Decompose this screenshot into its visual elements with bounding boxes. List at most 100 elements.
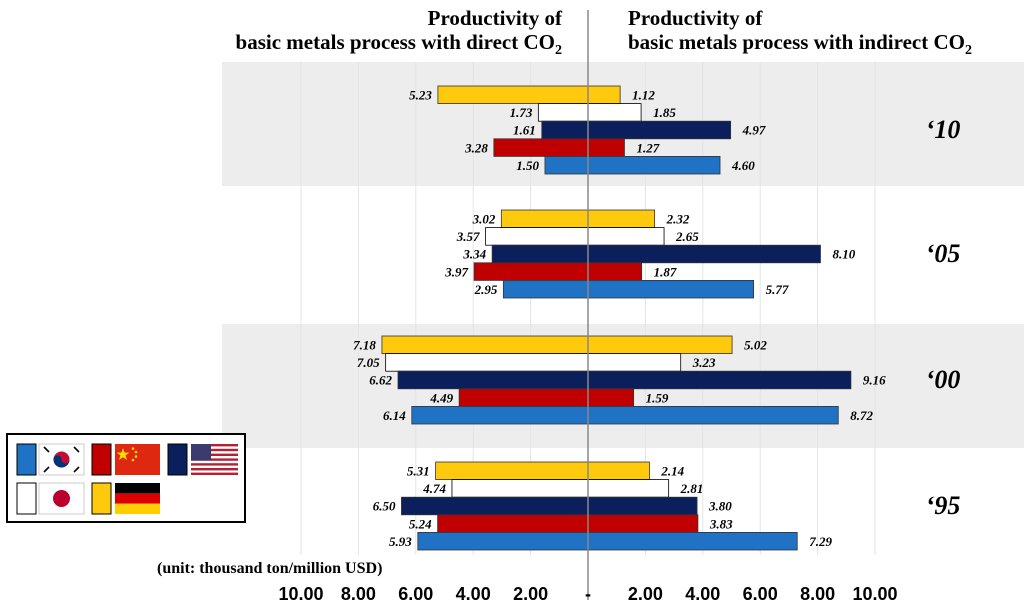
bar-direct-china-2 bbox=[458, 388, 589, 407]
data-label-indirect: 1.87 bbox=[654, 264, 677, 279]
bar-direct-japan-2 bbox=[385, 353, 589, 372]
bar-indirect-usa-1 bbox=[587, 244, 821, 264]
data-label-indirect: 1.27 bbox=[636, 140, 659, 155]
data-label-direct: 2.95 bbox=[474, 282, 498, 297]
bar-indirect-germany-0 bbox=[587, 85, 621, 105]
x-tick-label: 4.00 bbox=[685, 584, 720, 604]
bar-direct-usa-2 bbox=[397, 370, 589, 390]
bar-direct-usa-0 bbox=[541, 120, 589, 140]
data-label-indirect: 2.14 bbox=[660, 464, 684, 479]
data-label-indirect: 5.77 bbox=[766, 282, 789, 297]
data-label-indirect: 2.81 bbox=[680, 481, 704, 496]
data-label-indirect: 1.85 bbox=[653, 105, 676, 120]
data-label-direct: 1.50 bbox=[516, 158, 539, 173]
bar-indirect-japan-3 bbox=[587, 479, 670, 498]
data-label-direct: 5.31 bbox=[407, 464, 430, 479]
usa-flag bbox=[191, 444, 238, 475]
x-tick-label: 10.00 bbox=[278, 584, 323, 604]
x-tick-label: 2.00 bbox=[513, 584, 548, 604]
bar-direct-korea-3 bbox=[417, 532, 589, 551]
data-label-indirect: 5.02 bbox=[744, 338, 767, 353]
bar-indirect-germany-1 bbox=[587, 209, 655, 229]
data-label-direct: 7.18 bbox=[353, 338, 376, 353]
year-label: ‘10 bbox=[926, 115, 961, 144]
bar-direct-usa-1 bbox=[491, 244, 589, 264]
x-tick-label: 8.00 bbox=[800, 584, 835, 604]
data-label-direct: 3.57 bbox=[456, 229, 480, 244]
legend bbox=[6, 433, 246, 523]
bar-direct-germany-0 bbox=[437, 85, 589, 105]
china-flag bbox=[115, 444, 160, 475]
bar-indirect-china-0 bbox=[587, 138, 625, 157]
bar-indirect-korea-3 bbox=[587, 532, 798, 551]
data-label-indirect: 8.10 bbox=[832, 247, 855, 262]
legend-swatch-germany bbox=[91, 482, 112, 515]
data-label-indirect: 7.29 bbox=[809, 534, 832, 549]
data-label-direct: 4.74 bbox=[422, 481, 446, 496]
data-label-direct: 3.97 bbox=[444, 264, 468, 279]
data-label-direct: 7.05 bbox=[357, 355, 380, 370]
data-label-indirect: 2.65 bbox=[675, 229, 699, 244]
legend-swatch-usa bbox=[167, 443, 188, 476]
germany-flag bbox=[115, 483, 160, 514]
bar-indirect-germany-2 bbox=[587, 335, 733, 355]
right-title: Productivity of basic metals process wit… bbox=[628, 6, 972, 63]
x-tick-label: 6.00 bbox=[743, 584, 778, 604]
left-title-line2: basic metals process with direct CO bbox=[235, 30, 555, 54]
data-label-direct: 5.23 bbox=[409, 88, 432, 103]
bar-direct-china-3 bbox=[437, 514, 589, 533]
bar-direct-china-0 bbox=[493, 138, 589, 157]
data-label-direct: 3.34 bbox=[462, 247, 486, 262]
year-label: ‘00 bbox=[926, 365, 961, 394]
bar-indirect-china-2 bbox=[587, 388, 635, 407]
bar-indirect-korea-2 bbox=[587, 405, 839, 425]
data-label-indirect: 4.97 bbox=[742, 123, 766, 138]
bar-indirect-germany-3 bbox=[587, 461, 650, 481]
unit-label: (unit: thousand ton/million USD) bbox=[157, 560, 383, 577]
x-tick-label: 10.00 bbox=[852, 584, 897, 604]
data-label-direct: 6.50 bbox=[373, 499, 396, 514]
bar-indirect-korea-0 bbox=[587, 155, 721, 175]
bar-direct-germany-1 bbox=[500, 209, 589, 229]
year-label: ‘05 bbox=[926, 239, 961, 268]
left-title-line1: Productivity of bbox=[427, 6, 562, 30]
data-label-direct: 3.28 bbox=[464, 140, 488, 155]
data-label-indirect: 4.60 bbox=[731, 158, 755, 173]
bar-direct-japan-3 bbox=[451, 479, 589, 498]
legend-svg bbox=[16, 443, 238, 515]
x-tick-label: 6.00 bbox=[398, 584, 433, 604]
data-label-indirect: 3.23 bbox=[692, 355, 716, 370]
legend-swatch-japan bbox=[16, 482, 37, 515]
data-label-indirect: 2.32 bbox=[666, 212, 690, 227]
data-label-direct: 3.02 bbox=[472, 212, 496, 227]
data-label-direct: 4.49 bbox=[429, 390, 453, 405]
bar-direct-china-1 bbox=[473, 262, 589, 281]
bar-direct-korea-0 bbox=[544, 155, 589, 175]
right-title-line2: basic metals process with indirect CO bbox=[628, 30, 965, 54]
bar-direct-usa-3 bbox=[401, 496, 589, 516]
data-label-direct: 5.93 bbox=[389, 534, 412, 549]
bar-direct-germany-2 bbox=[381, 335, 589, 355]
bar-direct-korea-2 bbox=[411, 405, 589, 425]
data-label-direct: 6.14 bbox=[383, 408, 406, 423]
data-label-indirect: 3.83 bbox=[709, 516, 733, 531]
x-tick-zero: - bbox=[585, 584, 591, 604]
data-label-indirect: 8.72 bbox=[850, 408, 873, 423]
bar-indirect-japan-0 bbox=[587, 103, 642, 122]
data-label-indirect: 3.80 bbox=[708, 499, 732, 514]
data-label-direct: 1.73 bbox=[510, 105, 533, 120]
bar-indirect-japan-2 bbox=[587, 353, 682, 372]
x-tick-label: 2.00 bbox=[628, 584, 663, 604]
legend-swatch-korea bbox=[16, 443, 37, 476]
data-label-direct: 1.61 bbox=[513, 123, 536, 138]
bar-indirect-usa-3 bbox=[587, 496, 698, 516]
data-label-indirect: 1.59 bbox=[646, 390, 669, 405]
right-title-subscript: 2 bbox=[964, 43, 972, 59]
data-label-direct: 6.62 bbox=[369, 373, 392, 388]
legend-swatch-china bbox=[91, 443, 112, 476]
bar-direct-korea-1 bbox=[502, 279, 589, 299]
data-label-indirect: 9.16 bbox=[863, 373, 886, 388]
right-title-line1: Productivity of bbox=[628, 6, 763, 30]
data-label-indirect: 1.12 bbox=[632, 88, 655, 103]
